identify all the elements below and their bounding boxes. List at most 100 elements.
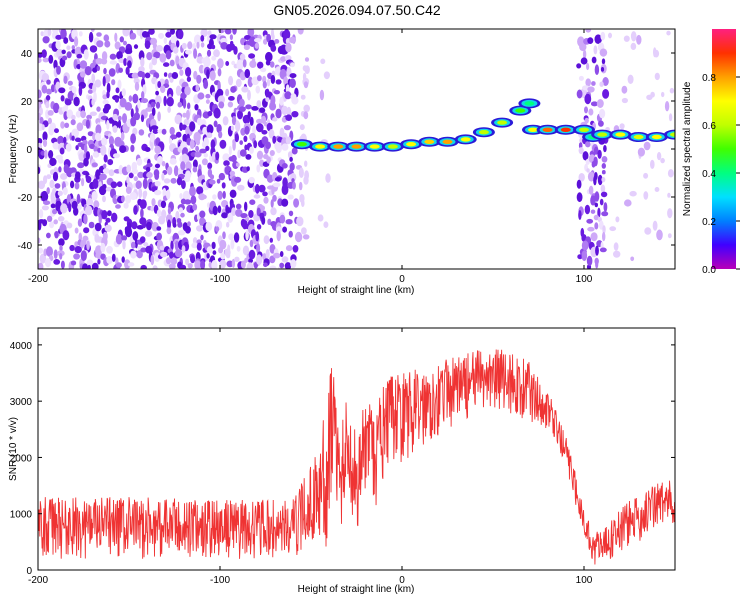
spectrogram-noise-blob bbox=[285, 136, 292, 145]
spectrogram-noise-blob bbox=[289, 73, 297, 79]
spectrogram-noise-blob bbox=[201, 158, 208, 166]
spectrogram-noise-blob bbox=[207, 162, 213, 170]
spectrogram-noise-blob bbox=[187, 41, 193, 50]
spectrogram-noise-blob bbox=[58, 238, 65, 247]
spectrogram-noise-blob bbox=[111, 253, 116, 262]
spectrogram-noise-blob bbox=[220, 37, 228, 44]
spectrogram-noise-blob bbox=[247, 29, 255, 38]
spectrogram-noise-blob bbox=[46, 215, 53, 222]
spectrogram-noise-blob bbox=[270, 44, 277, 52]
spectrogram-noise-blob bbox=[249, 116, 254, 126]
spectrogram-noise-blob bbox=[60, 95, 65, 102]
spectrogram-noise-blob bbox=[578, 147, 584, 155]
spectrogram-noise-blob bbox=[280, 56, 287, 62]
spectrogram-noise-blob bbox=[200, 35, 205, 42]
spectrogram-noise-blob bbox=[182, 133, 188, 143]
spectrogram-noise-blob bbox=[585, 78, 591, 87]
spectrogram-noise-blob bbox=[222, 116, 229, 126]
spectrogram-noise-blob bbox=[121, 195, 125, 203]
spectrogram-noise-blob bbox=[175, 131, 182, 138]
spectrogram-noise-blob bbox=[599, 108, 606, 119]
spectrogram-noise-blob bbox=[182, 112, 187, 118]
spectrogram-noise-blob bbox=[136, 225, 144, 230]
spectrogram-noise-blob bbox=[85, 119, 90, 129]
spectrogram-noise-blob bbox=[256, 254, 263, 265]
spectrogram-noise-blob bbox=[168, 263, 176, 269]
spectrogram-noise-blob bbox=[578, 210, 582, 220]
spectrogram-noise-blob bbox=[93, 200, 100, 209]
spectrogram-noise-blob bbox=[234, 176, 242, 183]
spectrogram-noise-blob bbox=[263, 196, 269, 204]
signal-track-point bbox=[515, 108, 526, 113]
spectrogram-noise-blob bbox=[194, 260, 201, 269]
spectrogram-noise-blob bbox=[86, 198, 94, 207]
spectrogram-noise-blob bbox=[289, 36, 297, 44]
spectrogram-noise-blob bbox=[586, 168, 590, 173]
spectrogram-noise-blob bbox=[263, 262, 268, 268]
spectrogram-noise-blob bbox=[231, 115, 237, 126]
spectrogram-noise-blob bbox=[56, 48, 64, 59]
spectrogram-noise-blob bbox=[577, 254, 583, 260]
spectrogram-noise-blob bbox=[185, 109, 190, 120]
spectrogram-noise-blob bbox=[585, 141, 591, 148]
x-tick-label: -100 bbox=[210, 274, 230, 285]
snr-panel: -200 -100 0 100 0 1000 2000 3000 4000 Height of… bbox=[8, 327, 676, 595]
spectrogram-noise-blob bbox=[101, 58, 108, 65]
spectrogram-noise-blob bbox=[91, 73, 96, 84]
spectrogram-signal-track bbox=[290, 98, 675, 152]
spectrogram-noise-blob bbox=[150, 205, 155, 212]
spectrogram-noise-blob bbox=[228, 233, 235, 241]
spectrogram-noise-blob bbox=[259, 107, 266, 113]
colorbar-tick-label: 0.6 bbox=[702, 121, 716, 132]
spectrogram-noise-blob bbox=[136, 250, 143, 259]
spectrogram-noise-blob bbox=[180, 161, 186, 171]
spectrogram-noise-blob bbox=[119, 145, 127, 154]
spectrogram-noise-blob bbox=[593, 146, 599, 155]
spectrogram-noise-blob bbox=[291, 96, 299, 105]
spectrogram-noise-blob bbox=[154, 172, 160, 180]
spectrogram-noise-blob bbox=[294, 231, 303, 243]
signal-track-point bbox=[333, 144, 344, 149]
spectrogram-noise-blob bbox=[275, 108, 282, 119]
spectrogram-noise-blob bbox=[219, 239, 227, 250]
spectrogram-noise-blob bbox=[601, 170, 606, 175]
spectrogram-noise-blob bbox=[117, 115, 122, 121]
spectrogram-noise-blob bbox=[211, 55, 217, 61]
signal-track-point bbox=[369, 144, 380, 149]
spectrogram-noise-blob bbox=[266, 33, 271, 43]
signal-track-point bbox=[542, 127, 553, 132]
colorbar-ticks: 0.0 0.2 0.4 0.6 0.8 bbox=[702, 73, 740, 276]
spectrogram-noise-blob bbox=[74, 36, 79, 47]
spectrogram-noise-blob bbox=[70, 180, 75, 189]
spectrogram-noise-blob bbox=[120, 131, 125, 141]
spectrogram-noise-blob bbox=[155, 101, 161, 109]
spectrogram-noise-blob bbox=[289, 156, 293, 162]
spectrogram-noise-blob bbox=[92, 178, 99, 189]
spectrogram-noise-blob bbox=[146, 221, 152, 231]
spectrogram-noise-blob bbox=[255, 118, 263, 124]
spectrogram-noise-blob bbox=[185, 258, 190, 265]
spectrogram-noise-blob bbox=[576, 179, 582, 189]
spectrogram-noise-blob bbox=[275, 142, 282, 154]
spectrogram-noise-blob bbox=[621, 97, 629, 104]
spectrogram-noise-blob bbox=[152, 265, 158, 269]
spectrogram-noise-blob bbox=[140, 208, 144, 219]
spectrogram-noise-blob bbox=[53, 59, 58, 70]
spectrogram-noise-blob bbox=[54, 183, 61, 189]
spectrogram-noise-blob bbox=[142, 190, 147, 200]
spectrogram-noise-blob bbox=[203, 79, 209, 89]
spectrogram-noise-blob bbox=[248, 258, 254, 264]
spectrogram-noise-blob bbox=[155, 45, 163, 52]
spectrogram-noise-blob bbox=[317, 214, 324, 222]
spectrogram-noise-blob bbox=[148, 29, 155, 35]
spectrogram-noise-blob bbox=[60, 173, 68, 180]
spectrogram-noise-blob bbox=[596, 99, 604, 108]
spectrogram-noise-blob bbox=[123, 40, 127, 46]
spectrogram-noise-blob bbox=[213, 120, 218, 128]
spectrogram-noise-blob bbox=[60, 260, 65, 269]
spectrogram-noise-blob bbox=[319, 89, 325, 101]
spectrogram-noise-blob bbox=[175, 85, 182, 96]
spectrogram-noise-blob bbox=[600, 31, 606, 41]
signal-track-point bbox=[442, 139, 453, 144]
